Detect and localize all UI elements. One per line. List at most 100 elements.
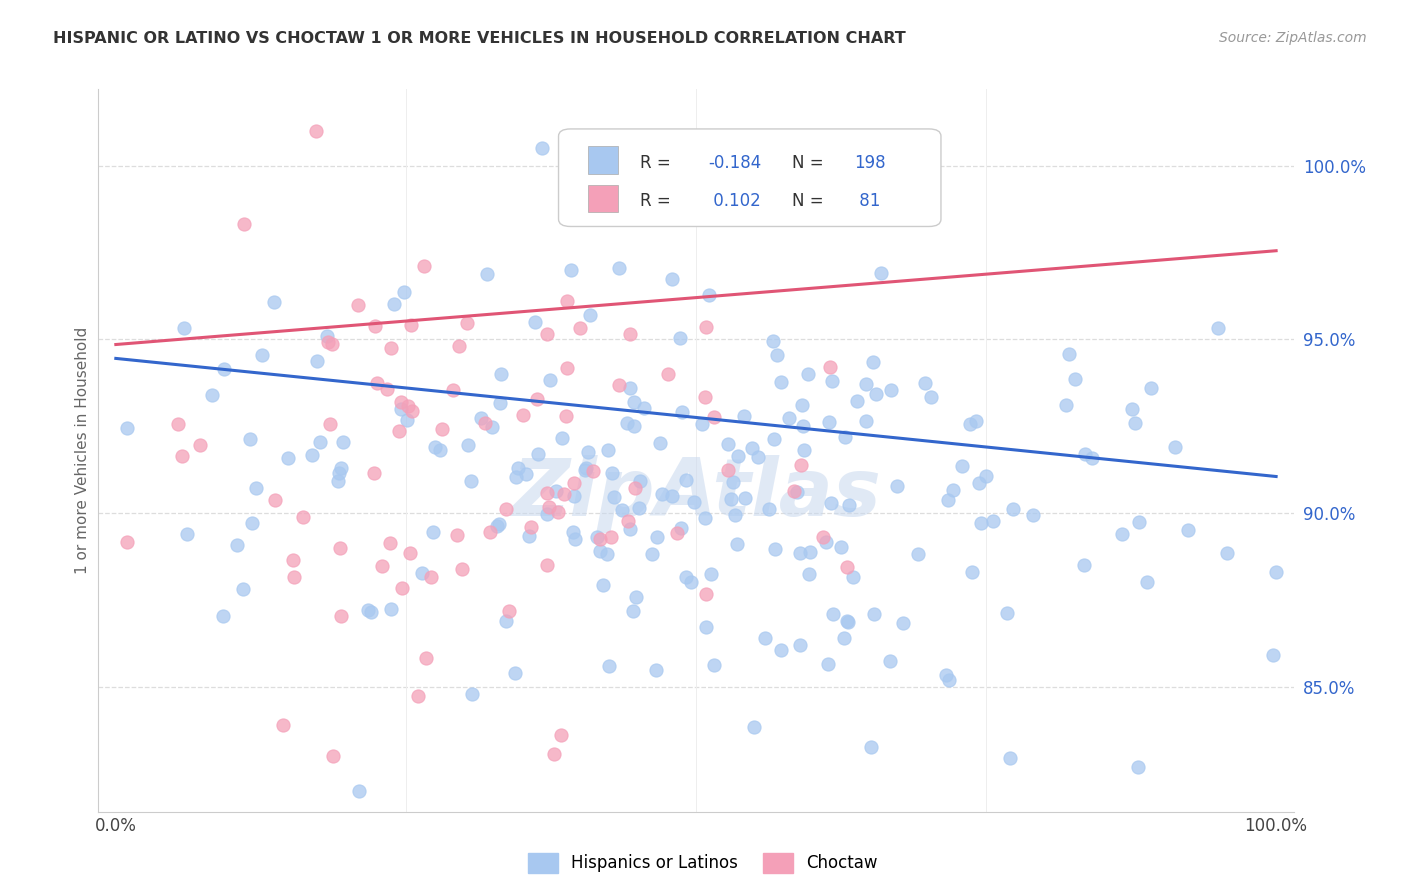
Point — [399, 546, 422, 560]
Point — [574, 463, 596, 477]
Point — [512, 408, 534, 422]
Point — [536, 558, 558, 573]
Point — [1215, 546, 1237, 560]
Point — [578, 308, 600, 322]
Point — [329, 541, 352, 556]
Point — [747, 450, 769, 464]
Point — [378, 535, 401, 549]
Point — [695, 620, 717, 634]
Point — [835, 615, 858, 629]
Point — [717, 463, 740, 477]
Point — [640, 547, 662, 561]
Point — [644, 663, 666, 677]
Point — [547, 505, 569, 519]
Point — [607, 260, 630, 275]
Point — [675, 570, 697, 584]
Point — [375, 383, 398, 397]
Point — [814, 534, 837, 549]
Bar — [589, 146, 619, 174]
Point — [967, 475, 990, 490]
Point — [603, 491, 626, 505]
Point — [695, 587, 717, 601]
Point — [419, 569, 441, 583]
Point — [862, 355, 884, 369]
Point — [478, 524, 501, 539]
Point — [1073, 558, 1095, 572]
Point — [346, 297, 368, 311]
Point — [817, 657, 839, 671]
Point — [505, 469, 527, 483]
Point — [526, 392, 548, 406]
Point — [742, 720, 765, 734]
Point — [657, 367, 679, 381]
Point — [778, 411, 800, 425]
Point — [681, 575, 703, 590]
Point — [741, 441, 763, 455]
Point — [349, 784, 371, 798]
Point — [645, 175, 668, 189]
Point — [449, 339, 471, 353]
Point — [865, 387, 887, 401]
Point — [981, 514, 1004, 528]
Point — [837, 615, 859, 630]
Point — [495, 502, 517, 516]
Point — [322, 749, 344, 764]
Point — [770, 643, 793, 657]
Point — [524, 315, 547, 329]
Point — [683, 494, 706, 508]
Point — [457, 438, 479, 452]
Point — [974, 468, 997, 483]
Point — [392, 285, 415, 299]
Point — [797, 368, 820, 382]
Point — [553, 487, 575, 501]
Point — [950, 459, 973, 474]
Point — [841, 570, 863, 584]
Point — [790, 458, 813, 472]
Point — [589, 532, 612, 546]
Point — [789, 546, 811, 560]
Point — [226, 538, 249, 552]
Point — [560, 263, 582, 277]
Point — [818, 359, 841, 374]
Point — [863, 607, 886, 621]
Point — [316, 335, 339, 350]
Point — [550, 728, 572, 742]
Point — [612, 503, 634, 517]
Point — [546, 483, 568, 498]
Point — [793, 442, 815, 457]
Point — [380, 341, 402, 355]
Point — [880, 383, 903, 397]
Point — [920, 390, 942, 404]
Point — [600, 466, 623, 480]
Point — [628, 500, 651, 515]
Point — [399, 318, 422, 333]
Point — [598, 658, 620, 673]
Point — [758, 501, 780, 516]
Point — [301, 448, 323, 462]
Point — [277, 451, 299, 466]
Point — [569, 321, 592, 335]
Point — [170, 449, 193, 463]
Point — [870, 266, 893, 280]
Point — [308, 435, 330, 450]
Point — [935, 667, 957, 681]
Point — [830, 540, 852, 554]
Point — [263, 294, 285, 309]
Point — [592, 578, 614, 592]
Point — [651, 486, 673, 500]
Point — [530, 141, 553, 155]
Point — [623, 418, 645, 433]
Point — [117, 534, 139, 549]
Point — [536, 508, 558, 522]
Point — [360, 606, 382, 620]
Point — [264, 492, 287, 507]
Point — [475, 268, 498, 282]
Point — [446, 528, 468, 542]
Point — [717, 437, 740, 451]
Point — [503, 665, 526, 680]
Point — [799, 545, 821, 559]
Point — [832, 631, 855, 645]
Point — [474, 417, 496, 431]
Point — [669, 331, 692, 345]
Point — [695, 320, 717, 334]
